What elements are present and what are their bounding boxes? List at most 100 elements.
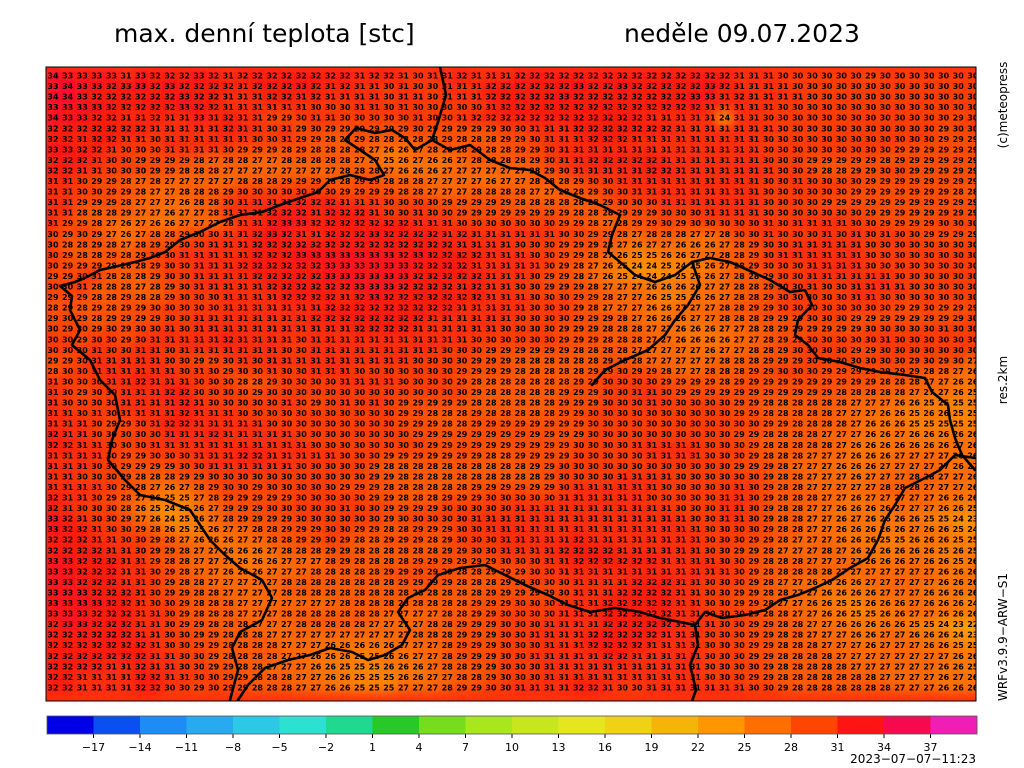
temperature-cell (936, 175, 952, 188)
temperature-label: 32 (266, 93, 277, 102)
temperature-cell (191, 112, 207, 124)
temperature-cell (366, 91, 382, 103)
temperature-label: 33 (573, 82, 584, 91)
temperature-label: 29 (953, 209, 965, 218)
timestamp: 2023−07−07−11:23 (850, 752, 976, 766)
temperature-label: 29 (967, 135, 979, 144)
temperature-label: 31 (734, 82, 746, 91)
temperature-label: 32 (675, 82, 686, 91)
temperature-label: 30 (938, 114, 950, 123)
temperature-cell (395, 123, 411, 135)
temperature-label: 30 (923, 82, 935, 91)
temperature-cell (89, 154, 105, 166)
temperature-cell (892, 165, 908, 177)
temperature-cell (644, 91, 660, 103)
temperature-label: 30 (909, 261, 921, 270)
temperature-label: 32 (690, 82, 701, 91)
temperature-label: 28 (485, 188, 497, 197)
temperature-label: 29 (953, 145, 965, 154)
temperature-label: 30 (821, 93, 833, 102)
temperature-label: 32 (310, 261, 321, 270)
temperature-label: 29 (807, 166, 819, 175)
temperature-label: 30 (339, 103, 351, 112)
temperature-cell (206, 80, 222, 93)
temperature-cell (264, 123, 280, 135)
temperature-cell (936, 70, 952, 82)
temperature-label: 32 (573, 103, 584, 112)
temperature-label: 32 (485, 93, 496, 102)
temperature-label: 29 (923, 156, 935, 165)
temperature-cell (790, 70, 806, 82)
temperature-cell (892, 154, 908, 166)
temperature-cell (249, 165, 265, 177)
temperature-label: 30 (821, 188, 833, 197)
temperature-cell (658, 112, 674, 124)
temperature-label: 30 (894, 72, 906, 81)
temperature-label: 33 (339, 261, 350, 270)
temperature-label: 30 (602, 188, 614, 197)
temperature-label: 31 (223, 72, 235, 81)
temperature-cell (220, 165, 236, 177)
temperature-label: 32 (442, 251, 453, 260)
temperature-cell (279, 144, 295, 156)
temperature-label: 31 (704, 166, 716, 175)
temperature-cell (717, 144, 733, 156)
temperature-label: 30 (894, 82, 906, 91)
temperature-label: 31 (500, 230, 512, 239)
temperature-cell (410, 154, 426, 166)
temperature-label: 32 (369, 219, 380, 228)
temperature-cell (454, 175, 470, 188)
temperature-label: 33 (77, 82, 88, 91)
temperature-label: 32 (150, 93, 161, 102)
temperature-label: 30 (266, 124, 278, 133)
temperature-label: 33 (179, 103, 190, 112)
temperature-label: 32 (120, 93, 131, 102)
temperature-label: 32 (354, 209, 365, 218)
temperature-cell (381, 165, 397, 177)
temperature-cell (790, 112, 806, 124)
temperature-label: 32 (631, 156, 642, 165)
temperature-label: 31 (164, 114, 176, 123)
temperature-label: 31 (675, 145, 687, 154)
temperature-cell (279, 112, 295, 124)
temperature-cell (103, 175, 119, 188)
temperature-cell (89, 144, 105, 156)
temperature-label: 31 (748, 209, 760, 218)
temperature-label: 31 (602, 145, 614, 154)
temperature-label: 30 (661, 219, 673, 228)
temperature-label: 32 (91, 124, 102, 133)
temperature-cell (804, 102, 820, 114)
temperature-cell (468, 165, 484, 177)
temperature-label: 32 (77, 145, 88, 154)
temperature-label: 30 (909, 124, 921, 133)
temperature-label: 29 (646, 209, 658, 218)
temperature-label: 32 (617, 72, 628, 81)
temperature-cell (147, 91, 163, 103)
temperature-label: 30 (850, 209, 862, 218)
temperature-cell (629, 102, 645, 114)
temperature-label: 29 (150, 156, 162, 165)
temperature-label: 30 (836, 103, 848, 112)
temperature-cell (337, 102, 353, 114)
temperature-cell (293, 80, 309, 93)
temperature-label: 26 (164, 219, 176, 228)
temperature-label: 32 (310, 198, 321, 207)
temperature-label: 32 (164, 103, 175, 112)
temperature-label: 29 (62, 251, 74, 260)
temperature-label: 30 (953, 103, 965, 112)
temperature-label: 32 (106, 124, 117, 133)
temperature-cell (863, 133, 879, 145)
temperature-cell (337, 165, 353, 177)
temperature-label: 32 (252, 240, 263, 249)
temperature-cell (790, 91, 806, 103)
temperature-label: 32 (631, 114, 642, 123)
temperature-label: 31 (675, 188, 687, 197)
temperature-cell (293, 154, 309, 166)
temperature-cell (644, 186, 660, 198)
temperature-label: 29 (865, 156, 877, 165)
temperature-label: 31 (763, 82, 775, 91)
temperature-label: 32 (208, 82, 219, 91)
temperature-label: 32 (602, 82, 613, 91)
temperature-label: 30 (836, 230, 848, 239)
